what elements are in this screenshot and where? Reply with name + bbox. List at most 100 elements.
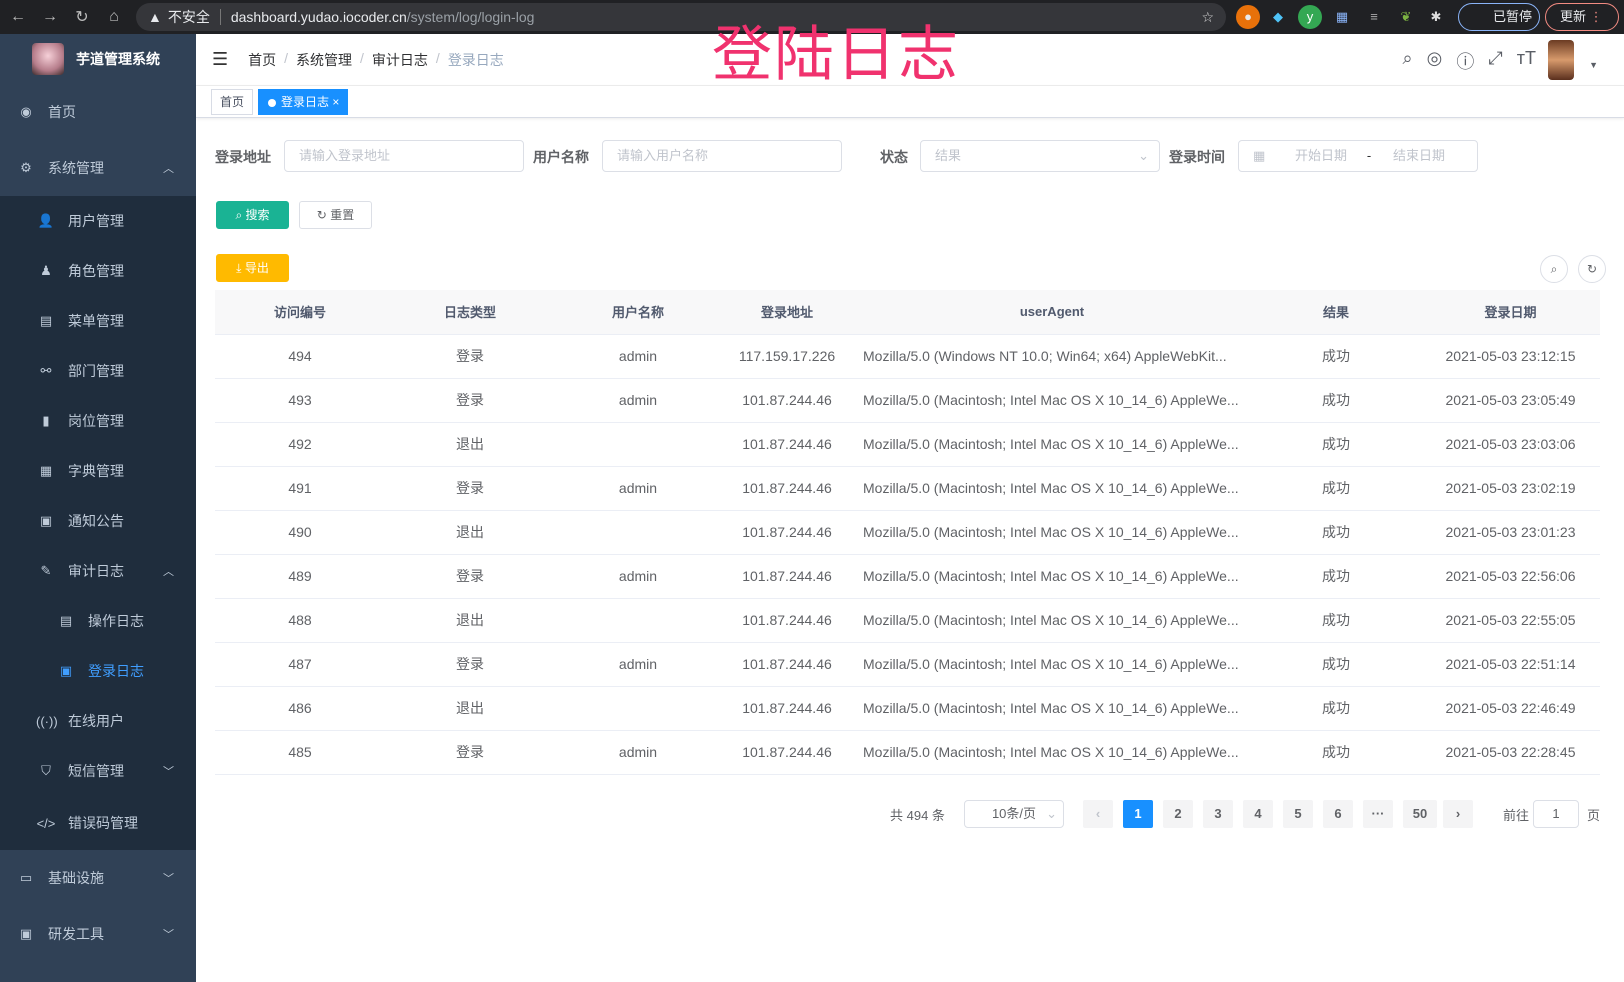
table-cell: 101.87.244.46 [721,466,853,511]
tag-login-log[interactable]: 登录日志 × [258,89,349,115]
table-cell: 101.87.244.46 [721,422,853,467]
page-button[interactable]: 50 [1403,800,1437,828]
extension-icon[interactable]: ● [1236,5,1260,29]
search-button[interactable]: ⌕ 搜索 [216,201,289,229]
extension-grid-icon[interactable]: ▦ [1335,9,1349,24]
end-date-input[interactable]: 结束日期 [1392,148,1445,163]
label: 操作日志 [88,613,144,629]
validcode-icon: ⛉ [41,763,51,778]
extension-leaf-icon[interactable]: ❦ [1400,9,1412,24]
hamburger-icon[interactable]: ☰ [212,49,229,69]
url-host: dashboard.yudao.iocoder.cn [230,9,407,25]
sidebar-item-login-log[interactable]: ▣ 登录日志 [0,646,196,696]
date-range-picker[interactable]: ▦ 开始日期 - 结束日期 [1238,140,1478,172]
extension-y-icon[interactable]: y [1298,5,1322,29]
fullscreen-icon[interactable]: ⤢ [1488,48,1503,68]
tag-home[interactable]: 首页 [211,89,254,115]
breadcrumb-item[interactable]: 审计日志 [371,51,428,68]
sidebar-item-dept[interactable]: ⚯ 部门管理 [0,346,196,396]
table-row: 489 登录 admin 101.87.244.46 Mozilla/5.0 (Maci… [215,554,1600,599]
sidebar-item-audit[interactable]: ✎ 审计日志 ︿ [0,546,196,596]
question-icon[interactable]: ⓘ [1456,52,1475,72]
download-icon: ⤓ [236,261,242,275]
table-cell: Mozilla/5.0 (Macintosh; Intel Mac OS X 1… [853,510,1251,555]
table-cell: Mozilla/5.0 (Macintosh; Intel Mac OS X 1… [853,598,1251,643]
close-icon[interactable]: × [332,95,340,109]
caret-down-icon[interactable]: ▼ [1589,60,1598,70]
page-button[interactable]: 3 [1203,800,1233,828]
sidebar-item-tool[interactable]: ▣ 研发工具 ﹀ [0,906,196,962]
sidebar-item-post[interactable]: ▮ 岗位管理 [0,396,196,446]
table-cell: 成功 [1251,642,1421,687]
page-button[interactable]: 4 [1243,800,1273,828]
ip-input[interactable]: 请输入登录地址 [284,140,524,172]
toggle-search-icon[interactable]: ⌕ [1540,255,1568,283]
label: 菜单管理 [68,313,124,329]
avatar[interactable] [1548,40,1574,80]
sidebar-item-operate-log[interactable]: ▤ 操作日志 [0,596,196,646]
github-icon[interactable]: ◎ [1426,48,1443,68]
table-cell: 117.159.17.226 [721,334,853,379]
extension-on-icon[interactable]: ≡ [1370,9,1378,24]
forward-icon[interactable]: → [42,8,58,25]
page-button[interactable]: 1 [1123,800,1153,828]
page-button[interactable]: 6 [1323,800,1353,828]
browser-toolbar: ← → ↻ ⌂ ▲ 不安全 dashboard.yudao.iocoder.cn… [0,0,1624,34]
back-icon[interactable]: ← [10,8,26,25]
warning-icon: ▲ [148,9,162,25]
sidebar-item-infra[interactable]: ▭ 基础设施 ﹀ [0,850,196,906]
start-date-input[interactable]: 开始日期 [1294,148,1347,163]
table-cell: 退出 [385,686,555,731]
extensions-puzzle-icon[interactable]: ✱ [1430,9,1442,24]
sidebar-item-error-code[interactable]: </> 错误码管理 [0,796,196,850]
username-input[interactable]: 请输入用户名称 [602,140,842,172]
breadcrumb-item[interactable]: 首页 [248,51,277,68]
user-icon: 👤 [37,213,55,228]
label: 字典管理 [68,463,124,479]
sidebar: 芋道管理系统 ◉ 首页 ⚙ 系统管理 ︿ 👤 用户管理 ♟ 角色管理 ▤ 菜单管理 ⚯ 部门管… [0,34,196,982]
table-cell: 101.87.244.46 [721,598,853,643]
table-cell: 101.87.244.46 [721,510,853,555]
table-row: 494 登录 admin 117.159.17.226 Mozilla/5.0 (Win… [215,334,1600,379]
bookmark-star-icon[interactable]: ☆ [1201,8,1214,25]
update-button[interactable]: 更新 ⋮ [1545,3,1619,31]
reset-button[interactable]: ↻ 重置 [299,201,372,229]
label: 岗位管理 [68,413,124,429]
export-button[interactable]: ⤓ 导出 [216,254,289,282]
breadcrumb-item[interactable]: 系统管理 [296,51,353,68]
extension-gem-icon[interactable]: ◆ [1273,9,1283,24]
page-button[interactable]: 2 [1163,800,1193,828]
column-header: 登录地址 [721,290,853,335]
sidebar-item-online[interactable]: ((·)) 在线用户 [0,696,196,746]
sidebar-item-sms[interactable]: ⛉ 短信管理 ﹀ [0,746,196,796]
table-cell: Mozilla/5.0 (Macintosh; Intel Mac OS X 1… [853,686,1251,731]
sidebar-item-role[interactable]: ♟ 角色管理 [0,246,196,296]
status-select[interactable]: 结果 ⌄ [920,140,1160,172]
sidebar-item-user[interactable]: 👤 用户管理 [0,196,196,246]
search-icon[interactable]: ⌕ [1402,48,1413,68]
goto-page-input[interactable]: 1 [1533,800,1579,828]
sidebar-item-notice[interactable]: ▣ 通知公告 [0,496,196,546]
sidebar-item-menu[interactable]: ▤ 菜单管理 [0,296,196,346]
page-size-select[interactable]: 10条/页 ⌄ [964,800,1064,828]
address-bar[interactable]: ▲ 不安全 dashboard.yudao.iocoder.cn/system/… [136,3,1226,31]
font-size-icon[interactable]: ᴛT [1516,48,1536,68]
sidebar-logo[interactable]: 芋道管理系统 [0,34,196,84]
page-button[interactable]: ··· [1363,800,1393,828]
home-icon[interactable]: ⌂ [109,8,119,25]
gear-icon: ⚙ [20,160,32,175]
profile-button[interactable]: 已暂停 [1458,3,1540,31]
next-page-button[interactable]: › [1443,800,1473,828]
monitor-icon: ▭ [19,870,33,885]
table-cell: 退出 [385,422,555,467]
sidebar-item-dict[interactable]: ▦ 字典管理 [0,446,196,496]
sidebar-item-system[interactable]: ⚙ 系统管理 ︿ [0,140,196,196]
sidebar-item-home[interactable]: ◉ 首页 [0,84,196,140]
prev-page-button[interactable]: ‹ [1083,800,1113,828]
refresh-table-icon[interactable]: ↻ [1578,255,1606,283]
label: 部门管理 [68,363,124,379]
page-button[interactable]: 5 [1283,800,1313,828]
table-cell: Mozilla/5.0 (Windows NT 10.0; Win64; x64… [853,334,1251,379]
reload-icon[interactable]: ↻ [75,9,89,26]
chevron-down-icon: ⌄ [1046,806,1057,821]
